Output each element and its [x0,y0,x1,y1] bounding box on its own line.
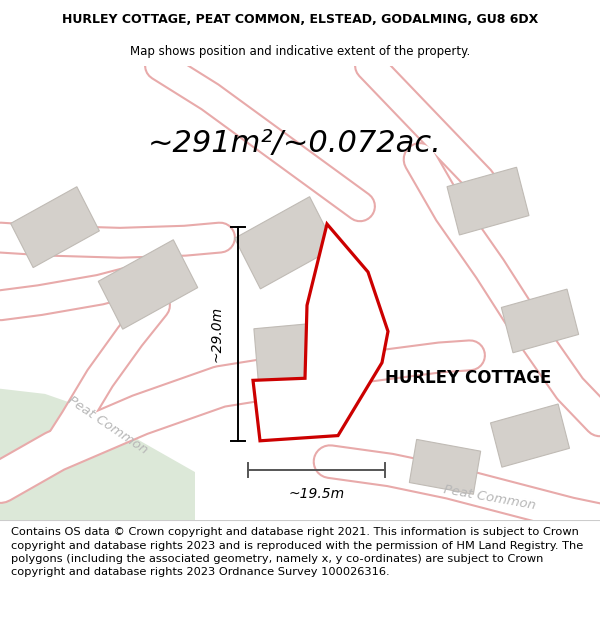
Polygon shape [0,389,195,520]
Polygon shape [447,168,529,235]
Polygon shape [98,240,198,329]
Text: Peat Common: Peat Common [65,394,151,457]
Text: ~19.5m: ~19.5m [289,487,344,501]
Text: ~291m²/~0.072ac.: ~291m²/~0.072ac. [148,129,442,158]
Text: Contains OS data © Crown copyright and database right 2021. This information is : Contains OS data © Crown copyright and d… [11,528,583,577]
Text: Map shows position and indicative extent of the property.: Map shows position and indicative extent… [130,45,470,58]
Text: HURLEY COTTAGE: HURLEY COTTAGE [385,369,551,388]
Text: Peat Common: Peat Common [443,484,537,512]
Polygon shape [490,404,569,467]
Polygon shape [11,187,100,268]
Polygon shape [254,322,336,382]
Text: ~29.0m: ~29.0m [210,306,224,362]
Polygon shape [409,439,481,494]
Polygon shape [502,289,578,352]
Text: HURLEY COTTAGE, PEAT COMMON, ELSTEAD, GODALMING, GU8 6DX: HURLEY COTTAGE, PEAT COMMON, ELSTEAD, GO… [62,13,538,26]
Polygon shape [235,197,335,289]
Polygon shape [253,224,388,441]
